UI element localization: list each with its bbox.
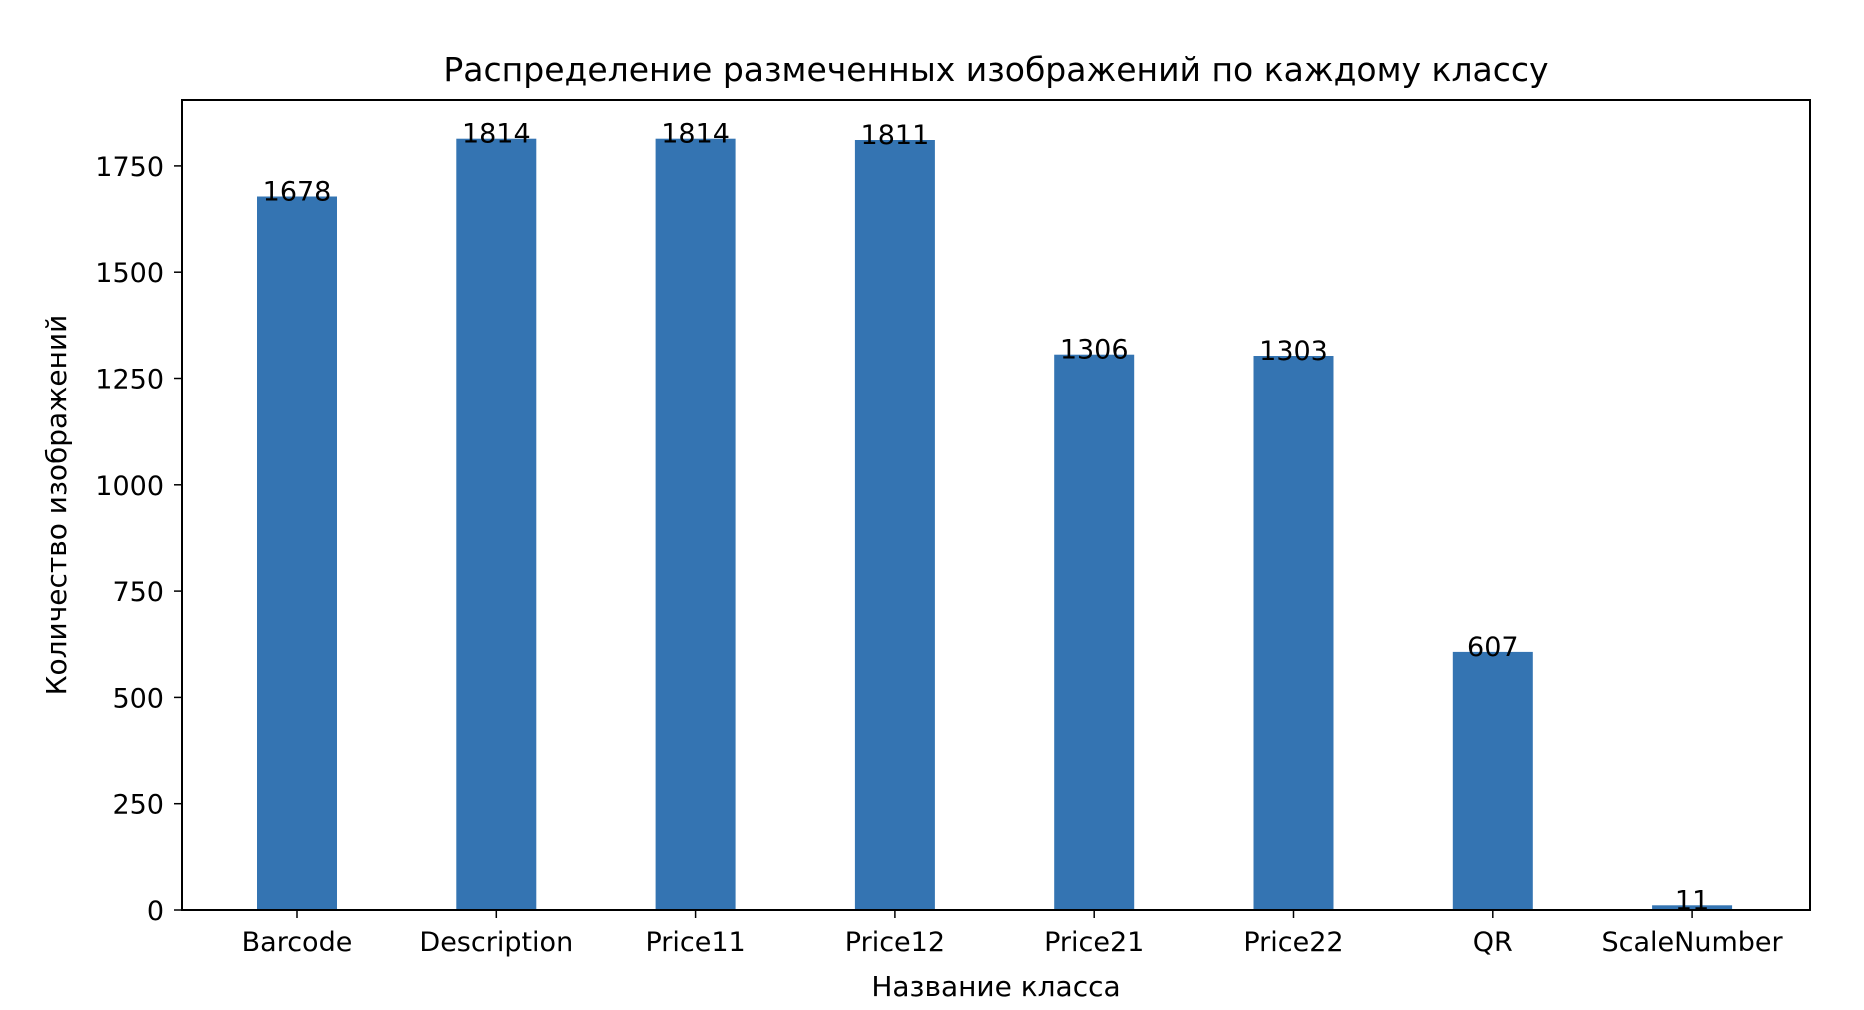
bar-price22 [1253, 356, 1334, 910]
y-tick-label: 1750 [95, 152, 164, 183]
y-tick-label: 1000 [95, 471, 164, 502]
bar-qr [1452, 651, 1533, 910]
x-tick-label-description: Description [419, 927, 573, 958]
y-tick-label: 250 [112, 790, 164, 821]
bar-price11 [655, 138, 736, 910]
x-tick-label-price11: Price11 [645, 927, 745, 958]
data-label-barcode: 1678 [263, 177, 332, 208]
data-label-price11: 1814 [661, 119, 730, 150]
data-label-price22: 1303 [1259, 336, 1328, 367]
x-tick-label-price12: Price12 [845, 927, 945, 958]
data-label-description: 1814 [462, 119, 531, 150]
bars-layer [257, 138, 1733, 910]
x-axis: Barcode Description Price11 Price12 Price21 P… [242, 910, 1784, 958]
y-tick-label: 750 [112, 577, 164, 608]
bar-scalenumber [1652, 905, 1733, 910]
y-tick-label: 1500 [95, 258, 164, 289]
y-tick-label: 1250 [95, 365, 164, 396]
y-tick-label: 500 [112, 683, 164, 714]
plot-frame [181, 99, 1811, 911]
x-axis-label: Название класса [871, 970, 1120, 1003]
x-tick-label-scalenumber: ScaleNumber [1602, 927, 1784, 958]
data-label-price12: 1811 [861, 120, 930, 151]
bar-barcode [257, 196, 337, 910]
x-tick-label-price21: Price21 [1044, 927, 1144, 958]
x-tick-label-qr: QR [1473, 927, 1513, 958]
x-tick-label-barcode: Barcode [242, 927, 353, 958]
bar-description [456, 138, 537, 910]
x-tick-label-price22: Price22 [1243, 927, 1343, 958]
data-label-qr: 607 [1467, 632, 1519, 663]
chart-title: Распределение размеченных изображений по… [443, 50, 1548, 89]
y-axis-label: Количество изображений [40, 315, 73, 696]
y-tick-label: 0 [147, 896, 164, 927]
bar-price12 [854, 140, 935, 910]
y-axis: 0 250 500 750 1000 1250 1500 1750 [95, 152, 182, 927]
bar-price21 [1054, 354, 1135, 910]
data-label-price21: 1306 [1060, 335, 1129, 366]
